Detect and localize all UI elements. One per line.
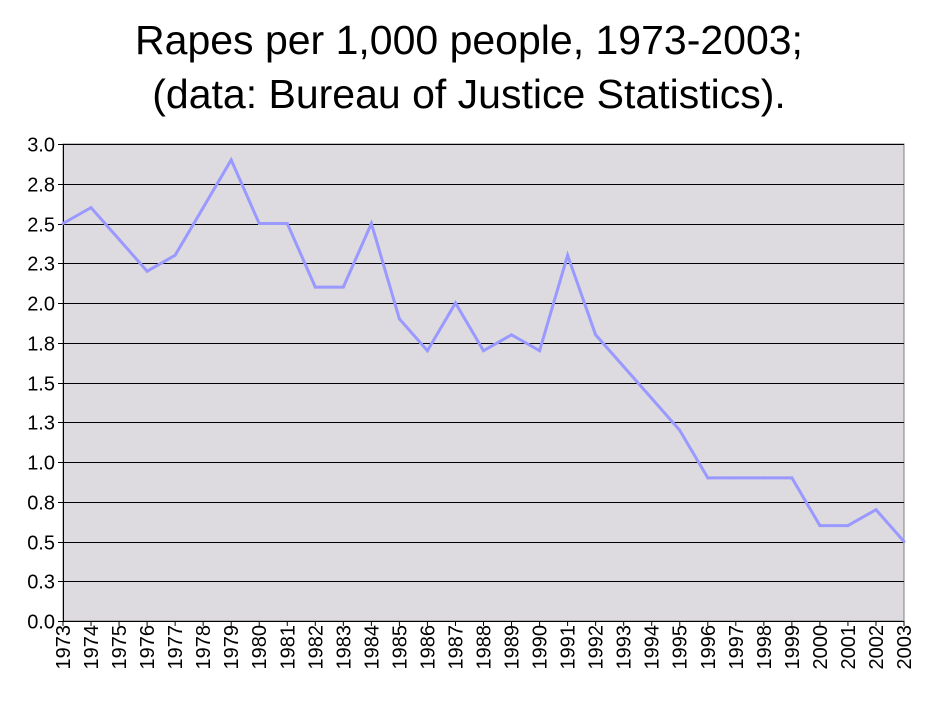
- data-point: [201, 206, 205, 210]
- x-tick-label: 1974: [81, 625, 103, 670]
- x-tick-label: 1992: [586, 625, 608, 670]
- data-point: [89, 206, 93, 210]
- x-tick-label: 1999: [782, 625, 804, 670]
- x-tick-label: 1984: [361, 625, 383, 670]
- data-point: [145, 269, 149, 273]
- x-tick-label: 1980: [249, 625, 271, 670]
- x-tick-label: 1977: [165, 625, 187, 670]
- data-point: [369, 222, 373, 225]
- x-tick-label: 1997: [726, 625, 748, 670]
- data-point: [285, 222, 289, 225]
- data-point: [61, 222, 65, 225]
- x-tick-label: 1982: [305, 625, 327, 670]
- data-point: [397, 317, 401, 321]
- y-tick-label: 1.8: [27, 334, 55, 356]
- x-tick-label: 1985: [389, 625, 411, 670]
- x-tick-label: 1989: [502, 625, 524, 670]
- x-tick-label: 1998: [754, 625, 776, 670]
- x-tick-label: 1981: [277, 625, 299, 670]
- x-tick-label: 1988: [474, 625, 496, 670]
- x-tick-label: 1983: [333, 625, 355, 670]
- data-point: [790, 476, 794, 480]
- x-tick-label: 1991: [558, 625, 580, 670]
- data-point: [818, 524, 822, 528]
- data-point: [173, 253, 177, 257]
- y-tick-label: 0.8: [27, 493, 55, 515]
- x-tick-label: 1993: [614, 625, 636, 670]
- x-tick-label: 2001: [838, 625, 860, 670]
- data-point: [341, 285, 345, 289]
- y-tick-label: 2.5: [27, 215, 55, 237]
- data-point: [902, 540, 906, 543]
- data-point: [257, 222, 261, 225]
- chart-title-line-1: Rapes per 1,000 people, 1973-2003;: [135, 17, 803, 63]
- x-tick-label: 2003: [894, 625, 916, 670]
- data-point: [425, 349, 429, 353]
- y-tick-label: 3.0: [27, 135, 55, 157]
- y-tick-label: 1.3: [27, 413, 55, 435]
- data-point: [229, 158, 233, 162]
- y-tick-label: 2.3: [27, 254, 55, 276]
- data-point: [650, 396, 654, 400]
- y-tick-label: 1.5: [27, 374, 55, 396]
- x-tick-label: 1973: [53, 625, 75, 670]
- data-point: [538, 349, 542, 353]
- x-tick-label: 1976: [137, 625, 159, 670]
- y-tick-label: 0.5: [27, 533, 55, 555]
- chart-title-line-2: (data: Bureau of Justice Statistics).: [152, 71, 786, 117]
- x-tick-label: 1994: [642, 625, 664, 670]
- x-tick-label: 1987: [445, 625, 467, 670]
- data-point: [874, 508, 878, 512]
- data-point: [706, 476, 710, 480]
- y-tick-label: 2.0: [27, 294, 55, 316]
- x-tick-label: 2000: [810, 625, 832, 670]
- y-tick-label: 0.3: [27, 572, 55, 594]
- data-point: [762, 476, 766, 480]
- x-tick-label: 1986: [417, 625, 439, 670]
- y-tick-label: 0.0: [27, 612, 55, 634]
- x-tick-label: 1975: [109, 625, 131, 670]
- x-tick-label: 1978: [193, 625, 215, 670]
- y-tick-label: 2.8: [27, 175, 55, 197]
- data-point: [734, 476, 738, 480]
- x-tick-label: 1995: [670, 625, 692, 670]
- data-point: [622, 365, 626, 369]
- data-point: [453, 301, 457, 305]
- data-point: [846, 524, 850, 528]
- plot-background: [62, 143, 905, 622]
- data-point: [117, 237, 121, 241]
- data-point: [678, 428, 682, 432]
- data-point: [313, 285, 317, 289]
- data-point: [594, 333, 598, 337]
- data-point: [566, 253, 570, 257]
- data-point: [510, 333, 514, 337]
- x-tick-label: 1996: [698, 625, 720, 670]
- data-point: [482, 349, 485, 353]
- x-tick-label: 1990: [530, 625, 552, 670]
- x-tick-label: 2002: [866, 625, 888, 670]
- y-tick-label: 1.0: [27, 453, 55, 475]
- x-tick-label: 1979: [221, 625, 243, 670]
